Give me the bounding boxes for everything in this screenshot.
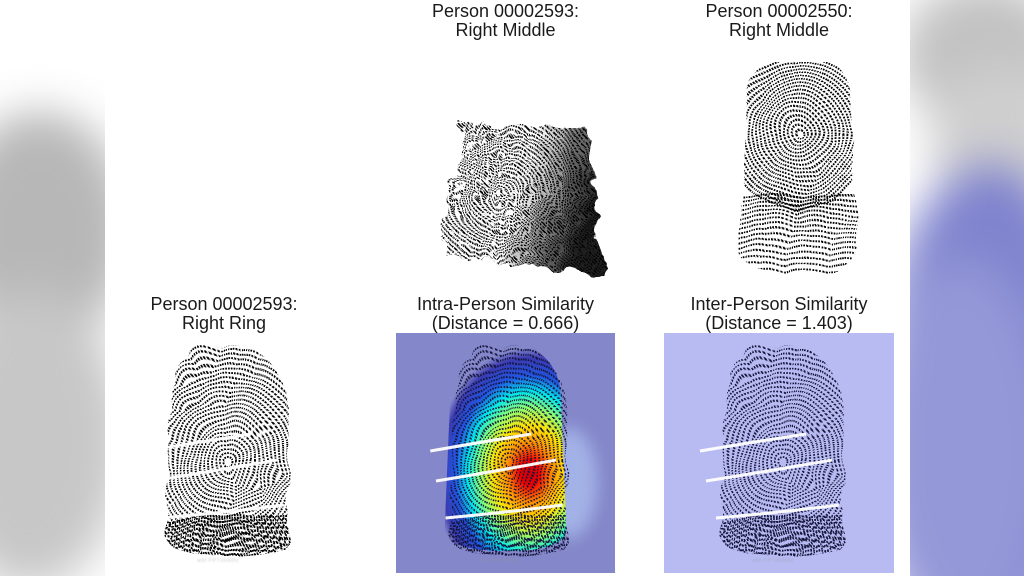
svg-text:w5f FP72690fz: w5f FP72690fz [479,558,520,564]
svg-text:w5f FP72690fz: w5f FP72690fz [751,558,794,564]
svg-text:w5f FP72690fz: w5f FP72690fz [196,558,239,564]
